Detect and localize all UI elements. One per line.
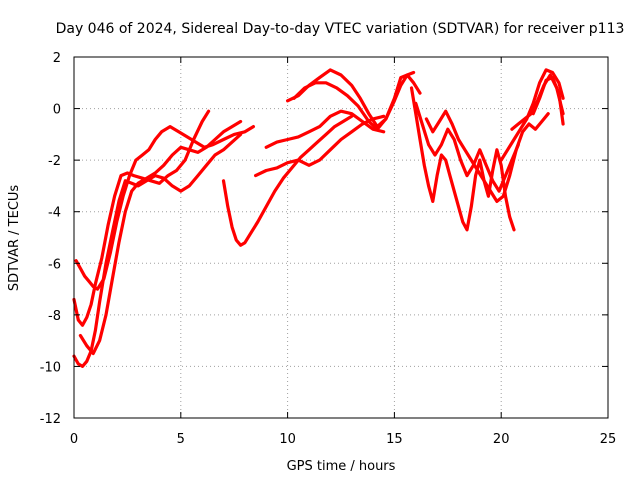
data-series-7 — [264, 109, 386, 149]
x-tick-label: 5 — [177, 432, 185, 447]
x-axis-label: GPS time / hours — [287, 459, 396, 474]
data-series-8 — [286, 68, 422, 129]
y-tick-label: 2 — [53, 51, 61, 66]
data-series-1 — [72, 109, 211, 327]
y-tick-label: -8 — [48, 309, 61, 324]
axis-ticks — [73, 56, 609, 419]
x-tick-labels: 0 5 10 15 20 25 — [70, 432, 616, 447]
data-series-6 — [254, 114, 386, 178]
x-tick-label: 0 — [70, 432, 78, 447]
chart-title: Day 046 of 2024, Sidereal Day-to-day VTE… — [56, 21, 625, 37]
x-tick-label: 15 — [386, 432, 403, 447]
data-series-12 — [424, 109, 550, 203]
y-tick-label: 0 — [53, 103, 61, 118]
data-series-10 — [409, 86, 516, 232]
data-series-11 — [414, 101, 520, 193]
plot-frame — [73, 56, 609, 419]
data-series-9 — [292, 70, 416, 131]
y-tick-label: -2 — [48, 154, 61, 169]
x-tick-label: 25 — [600, 432, 617, 447]
x-tick-label: 20 — [493, 432, 510, 447]
y-tick-label: -6 — [48, 257, 61, 272]
data-series-15 — [531, 75, 565, 126]
y-tick-labels: 2 0 -2 -4 -6 -8 -10 -12 — [40, 51, 61, 427]
data-series-layer — [72, 68, 565, 368]
grid-lines — [74, 57, 608, 418]
data-series-4 — [78, 119, 243, 356]
data-series-3 — [74, 124, 255, 291]
data-series-5 — [221, 114, 354, 247]
y-tick-label: -10 — [40, 360, 61, 375]
y-tick-label: -4 — [48, 206, 61, 221]
y-axis-label: SDTVAR / TECUs — [7, 185, 22, 292]
y-tick-label: -12 — [40, 412, 61, 427]
data-series-13 — [499, 68, 565, 162]
x-tick-label: 10 — [279, 432, 296, 447]
